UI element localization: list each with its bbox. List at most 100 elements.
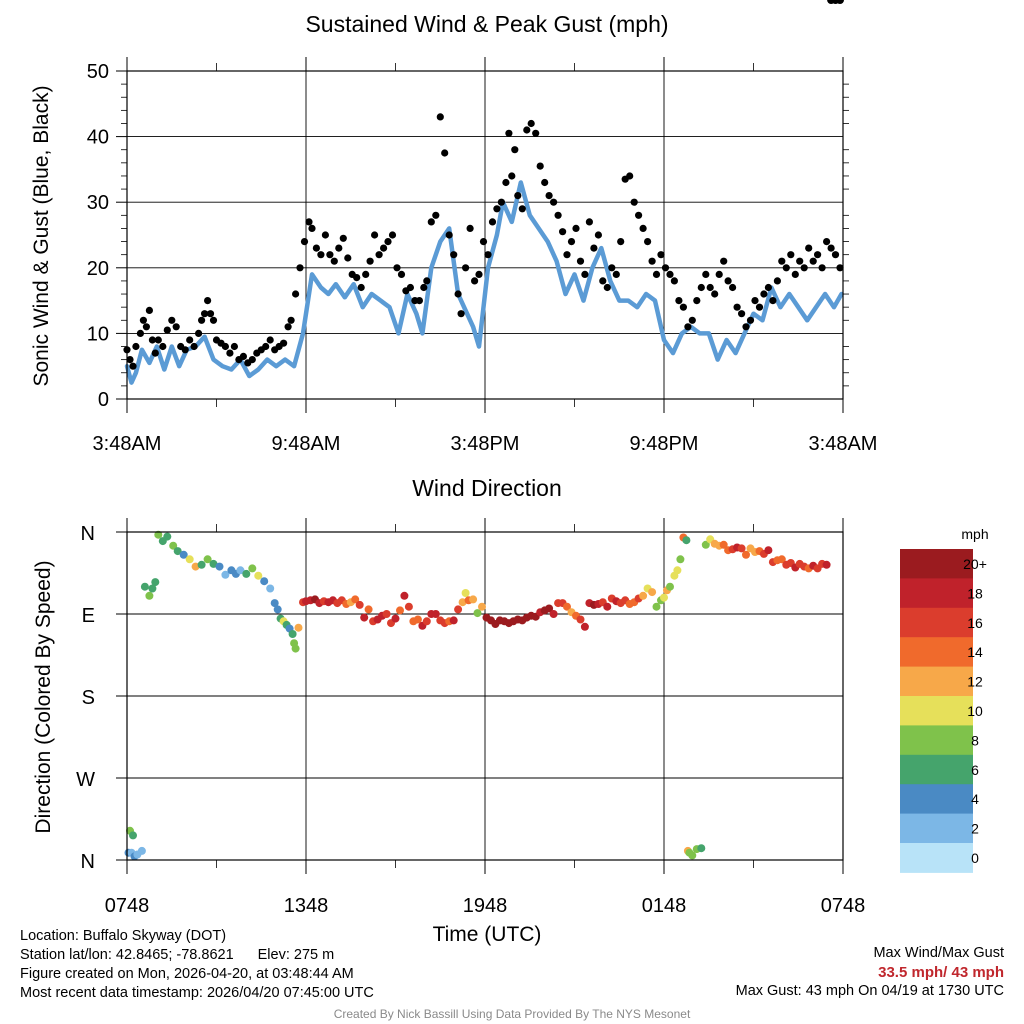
gust-point — [729, 283, 737, 292]
gust-point — [599, 277, 607, 285]
speed-xtick-label: 3:48AM — [93, 433, 162, 455]
direction-point — [185, 555, 194, 564]
direction-point — [737, 544, 746, 553]
gust-point — [652, 270, 661, 278]
speed-xtick-label: 9:48PM — [630, 433, 699, 455]
gust-point — [436, 113, 444, 121]
gust-point — [545, 192, 553, 200]
direction-point — [151, 578, 160, 587]
gust-point — [357, 283, 365, 292]
direction-point — [163, 532, 172, 541]
gust-point — [635, 211, 643, 219]
credit-text: Created By Nick Bassill Using Data Provi… — [333, 1007, 691, 1021]
colorbar-label: 2 — [971, 821, 979, 837]
direction-ytick-label: E — [82, 605, 95, 627]
gust-point — [445, 231, 453, 239]
gust-point — [330, 257, 338, 265]
max-gust-text: Max Gust: 43 mph On 04/19 at 1730 UTC — [735, 983, 1004, 999]
direction-point — [248, 564, 257, 573]
elevation-text: Elev: 275 m — [257, 947, 335, 963]
gust-point — [648, 257, 656, 265]
max-values: 33.5 mph/ 43 mph — [878, 964, 1004, 981]
wind-direction-ylabel: Direction (Colored By Speed) — [32, 560, 55, 833]
gust-point — [266, 336, 274, 344]
gust-point — [805, 244, 813, 252]
gust-point — [630, 198, 638, 206]
direction-point — [148, 584, 157, 593]
gust-point — [326, 251, 334, 259]
direction-point — [688, 851, 697, 860]
gust-point — [644, 238, 652, 246]
location-text: Location: Buffalo Skyway (DOT) — [20, 928, 227, 944]
gust-point — [362, 270, 370, 278]
direction-point — [242, 569, 251, 578]
direction-point — [431, 610, 440, 618]
gust-point — [230, 342, 238, 351]
direction-point — [129, 831, 137, 840]
direction-point — [236, 566, 245, 575]
gust-point — [239, 352, 247, 360]
direction-point — [351, 595, 360, 604]
colorbar-swatch — [900, 637, 973, 668]
gust-point — [532, 129, 540, 137]
gust-point — [572, 224, 580, 232]
direction-point — [458, 598, 467, 607]
colorbar-label: 0 — [971, 850, 979, 866]
direction-point — [549, 610, 558, 618]
gust-point — [226, 349, 234, 357]
direction-point — [701, 540, 710, 549]
gust-point — [475, 270, 483, 278]
direction-xtick-label: 1948 — [463, 895, 508, 917]
gust-point — [344, 254, 352, 262]
gust-point — [308, 224, 316, 232]
gust-point — [441, 149, 449, 157]
direction-point — [396, 606, 404, 615]
gust-point — [280, 339, 288, 347]
gust-point — [505, 129, 513, 137]
gust-point — [450, 251, 458, 259]
speed-colorbar: mph 20+ 18 16 14 12 10 8 6 4 2 0 — [900, 526, 989, 873]
gust-point — [457, 310, 465, 318]
gust-point — [670, 277, 679, 285]
gust-point — [617, 238, 625, 246]
wind-direction-points — [124, 0, 844, 861]
gust-point — [511, 146, 519, 154]
gust-point — [711, 290, 719, 298]
colorbar-swatch — [900, 607, 973, 638]
gust-point — [497, 198, 505, 206]
direction-point — [461, 589, 470, 597]
direction-point — [382, 610, 391, 618]
direction-point — [173, 547, 182, 556]
gust-series — [123, 113, 844, 370]
gust-point — [493, 205, 501, 213]
direction-point — [154, 530, 163, 539]
wind-speed-title: Sustained Wind & Peak Gust (mph) — [305, 11, 668, 37]
gust-point — [204, 297, 212, 305]
gust-point — [284, 323, 292, 331]
gust-point — [523, 126, 531, 134]
gust-point — [129, 362, 137, 370]
gust-point — [603, 283, 611, 292]
gust-point — [563, 251, 571, 259]
direction-point — [666, 582, 674, 591]
gust-point — [536, 162, 544, 170]
gust-point — [262, 342, 270, 351]
gust-point — [733, 303, 741, 311]
colorbar-swatch — [900, 784, 973, 815]
gust-point — [139, 316, 147, 324]
gust-point — [675, 297, 683, 305]
gust-point — [684, 323, 692, 331]
gust-point — [791, 270, 799, 278]
speed-ytick-label: 40 — [87, 127, 109, 149]
colorbar-label: 10 — [967, 703, 983, 719]
gust-point — [198, 316, 206, 324]
wind-direction-ticks: N W S E N 0748 1348 1948 0148 0748 — [76, 518, 865, 917]
gust-point — [661, 264, 670, 272]
speed-ytick-label: 20 — [87, 258, 109, 280]
colorbar-swatch — [900, 725, 973, 756]
gust-point — [287, 316, 295, 324]
direction-point — [203, 555, 212, 564]
wind-direction-title: Wind Direction — [412, 475, 562, 501]
gust-point — [724, 277, 732, 285]
